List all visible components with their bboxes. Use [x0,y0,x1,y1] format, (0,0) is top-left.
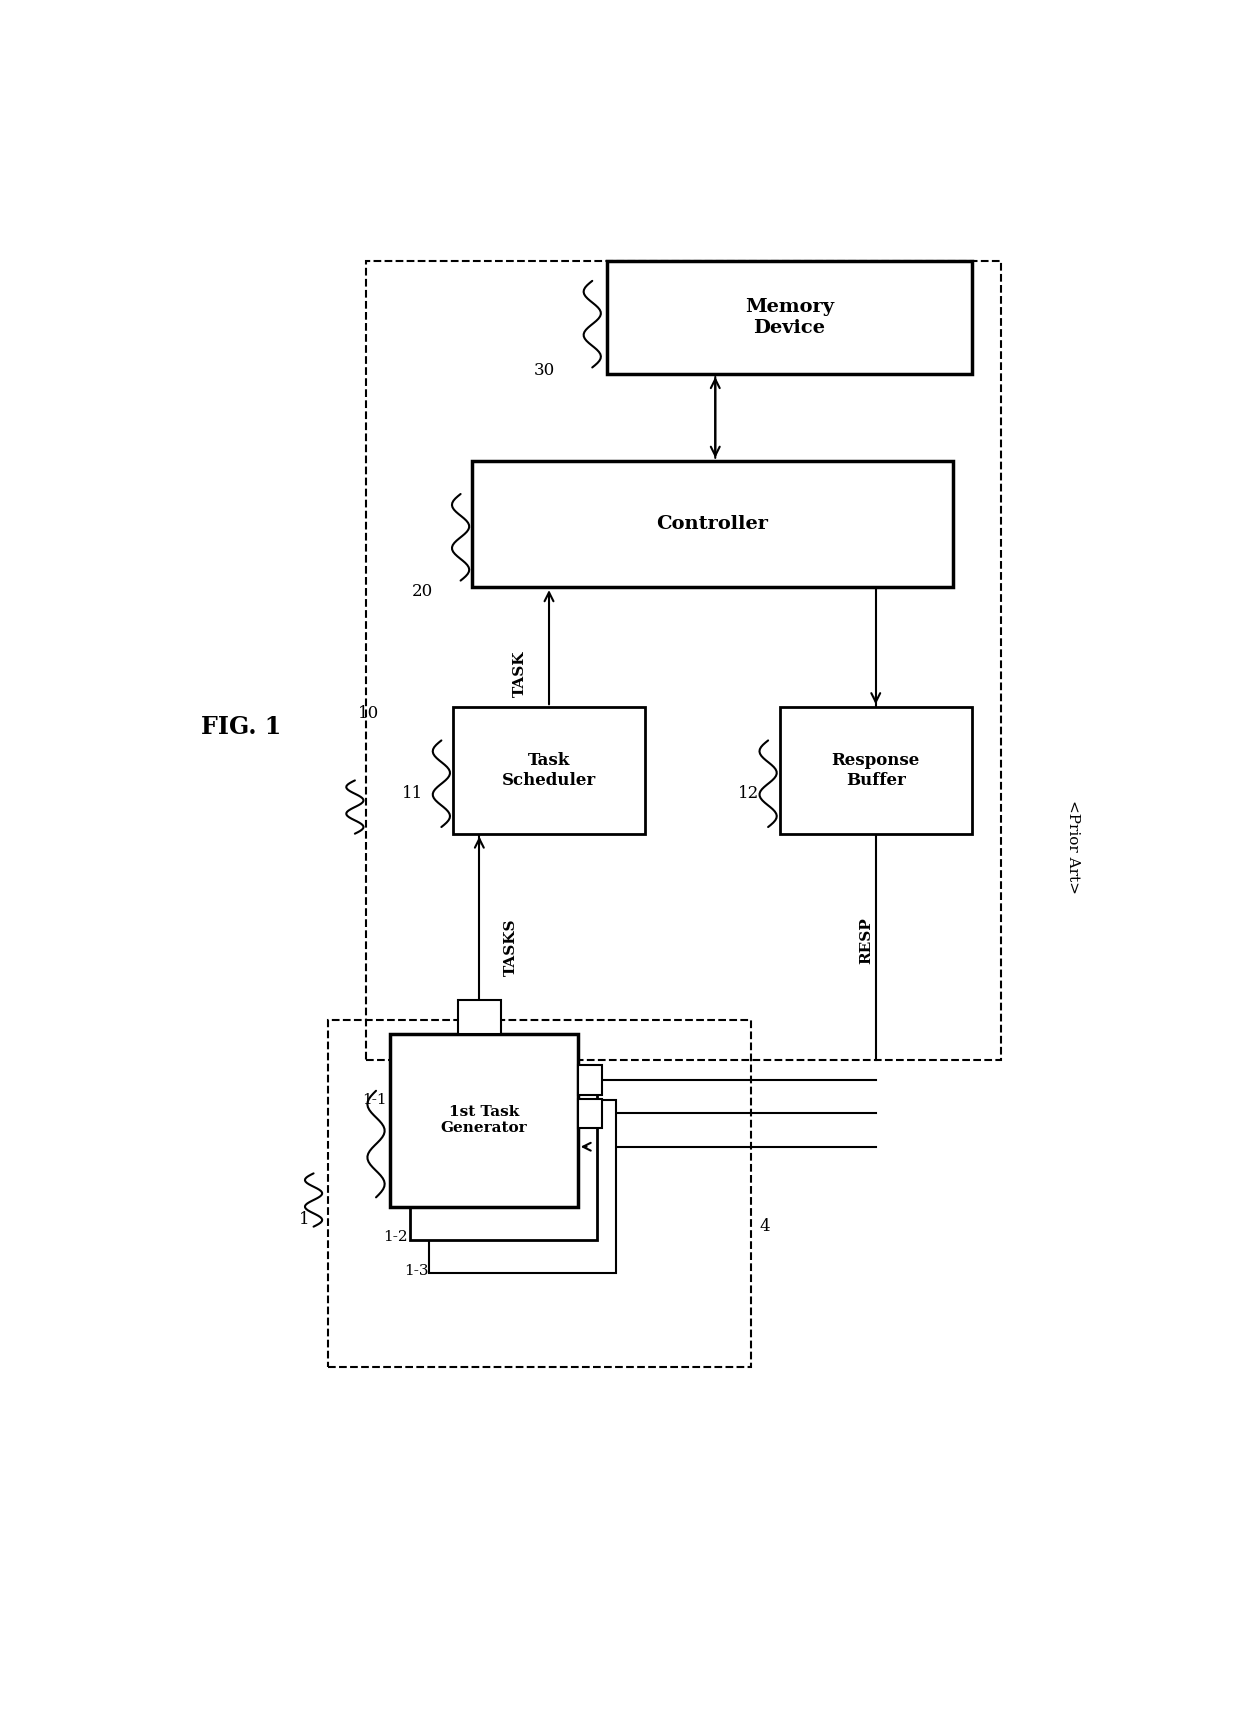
Text: 1: 1 [299,1211,309,1228]
Bar [327,1021,750,1367]
Bar [453,708,645,834]
Text: 12: 12 [738,785,760,803]
Text: 1-3: 1-3 [404,1263,429,1278]
Bar [472,460,952,586]
Text: Memory
Device: Memory Device [745,298,833,337]
Text: 11: 11 [402,785,423,803]
Bar [578,1099,601,1128]
Text: 30: 30 [533,362,554,379]
Bar [606,261,972,374]
Bar [578,1066,601,1095]
Text: Controller: Controller [656,516,769,533]
Bar [391,1033,578,1208]
Text: 1-2: 1-2 [383,1230,408,1244]
Text: FIG. 1: FIG. 1 [201,714,281,739]
Bar [429,1100,616,1273]
Bar [780,708,972,834]
Text: 1-1: 1-1 [362,1093,387,1107]
Text: TASK: TASK [513,650,527,697]
Bar [367,261,1001,1060]
Text: 4: 4 [760,1218,770,1235]
Bar [458,1000,501,1033]
Text: 10: 10 [357,706,379,723]
Text: <Prior Art>: <Prior Art> [1065,799,1080,894]
Bar [409,1067,598,1240]
Text: Task
Scheduler: Task Scheduler [502,753,596,789]
Text: RESP: RESP [859,917,873,964]
Text: 20: 20 [412,583,433,600]
Text: TASKS: TASKS [503,919,517,976]
Text: 1st Task
Generator: 1st Task Generator [441,1105,527,1135]
Text: Response
Buffer: Response Buffer [832,753,920,789]
